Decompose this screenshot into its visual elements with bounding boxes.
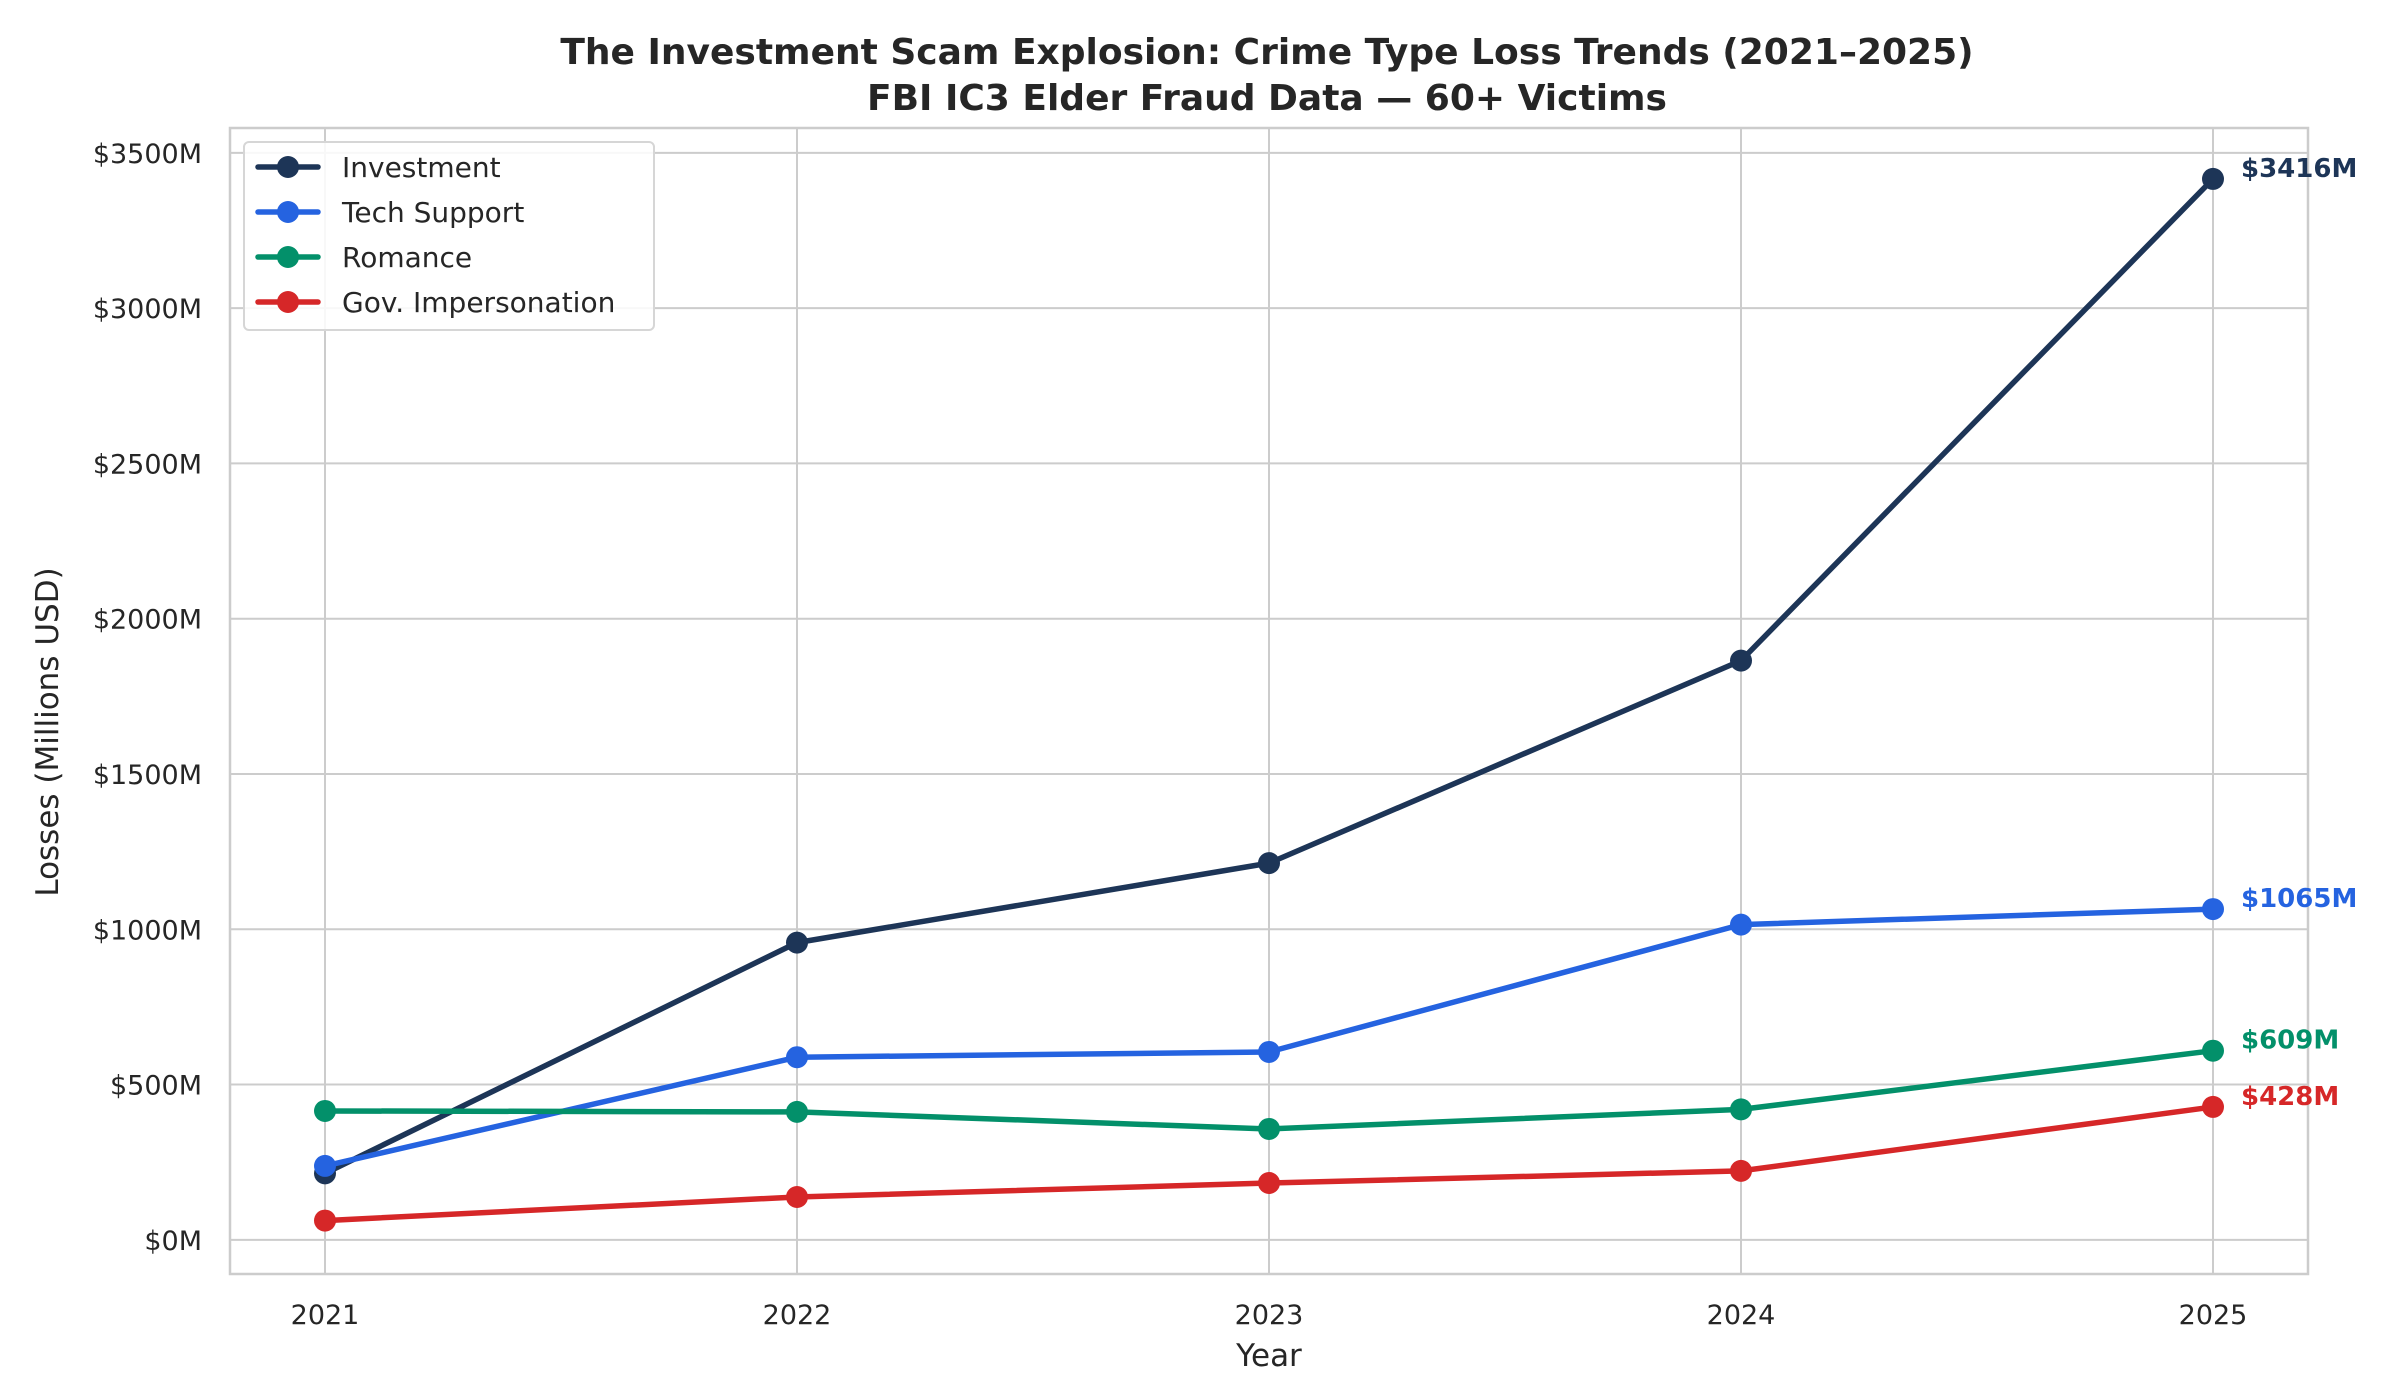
series-tech-support xyxy=(314,898,2224,1177)
y-tick-label: $2500M xyxy=(93,449,202,480)
data-point-investment xyxy=(1730,649,1752,672)
legend-swatch-marker xyxy=(277,201,299,223)
data-point-tech-support xyxy=(786,1046,808,1069)
y-axis-label: Losses (Millions USD) xyxy=(30,567,66,896)
x-tick-label: 2024 xyxy=(1707,1300,1776,1331)
legend-swatch-marker xyxy=(277,156,299,178)
data-point-investment xyxy=(2202,167,2224,190)
y-tick-label: $3000M xyxy=(93,294,202,325)
data-point-tech-support xyxy=(1258,1040,1280,1063)
data-point-romance xyxy=(2202,1039,2224,1062)
x-tick-label: 2025 xyxy=(2179,1300,2248,1331)
legend-item-romance: Romance xyxy=(255,241,472,274)
data-point-tech-support xyxy=(1730,913,1752,936)
end-labels: $3416M $1065M $609M $428M xyxy=(2241,154,2357,1112)
y-tick-label: $1500M xyxy=(93,760,202,791)
data-point-gov-impersonation xyxy=(786,1185,808,1208)
x-axis-label: Year xyxy=(1235,1338,1302,1374)
y-tick-label: $500M xyxy=(110,1071,202,1102)
legend-label: Tech Support xyxy=(341,196,524,229)
data-point-romance xyxy=(314,1099,336,1122)
data-point-gov-impersonation xyxy=(2202,1095,2224,1118)
legend-item-tech-support: Tech Support xyxy=(255,196,524,229)
chart-title: The Investment Scam Explosion: Crime Typ… xyxy=(560,32,1973,73)
series-gov-impersonation xyxy=(314,1095,2224,1232)
x-axis-ticks: 2021 2022 2023 2024 2025 xyxy=(291,1300,2248,1331)
chart-subtitle: FBI IC3 Elder Fraud Data — 60+ Victims xyxy=(867,78,1667,119)
y-tick-label: $2000M xyxy=(93,605,202,636)
y-tick-label: $1000M xyxy=(93,915,202,946)
plot-area-frame xyxy=(228,126,2310,1276)
legend-swatch-marker xyxy=(277,291,299,313)
legend-box xyxy=(243,141,655,331)
data-point-investment xyxy=(786,931,808,954)
legend: Investment Tech Support Romance Gov. Impers… xyxy=(243,141,655,331)
end-label-romance: $609M xyxy=(2241,1026,2339,1056)
data-point-gov-impersonation xyxy=(1258,1172,1280,1195)
end-label-investment: $3416M xyxy=(2241,154,2357,184)
data-point-romance xyxy=(1730,1098,1752,1121)
x-tick-label: 2021 xyxy=(291,1300,360,1331)
data-point-tech-support xyxy=(314,1154,336,1177)
y-tick-label: $3500M xyxy=(93,139,202,170)
data-point-gov-impersonation xyxy=(314,1209,336,1232)
end-label-gov-impersonation: $428M xyxy=(2241,1082,2339,1112)
legend-label: Romance xyxy=(342,241,472,274)
series-investment xyxy=(314,167,2224,1185)
series-layer xyxy=(314,167,2224,1232)
y-axis-ticks: $0M $500M $1000M $1500M $2000M $2500M $3000M $3… xyxy=(93,139,202,1257)
legend-item-gov-impersonation: Gov. Impersonation xyxy=(255,286,615,319)
end-label-tech-support: $1065M xyxy=(2241,884,2357,914)
data-point-gov-impersonation xyxy=(1730,1159,1752,1182)
data-point-romance xyxy=(786,1100,808,1123)
legend-item-investment: Investment xyxy=(255,151,501,184)
legend-label: Gov. Impersonation xyxy=(342,286,615,319)
x-tick-label: 2023 xyxy=(1235,1300,1304,1331)
legend-swatch-marker xyxy=(277,246,299,268)
x-tick-label: 2022 xyxy=(763,1300,832,1331)
series-romance xyxy=(314,1039,2224,1140)
y-tick-label: $0M xyxy=(144,1226,202,1257)
data-point-investment xyxy=(1258,852,1280,875)
data-point-romance xyxy=(1258,1117,1280,1140)
legend-label: Investment xyxy=(342,151,501,184)
data-point-tech-support xyxy=(2202,898,2224,921)
